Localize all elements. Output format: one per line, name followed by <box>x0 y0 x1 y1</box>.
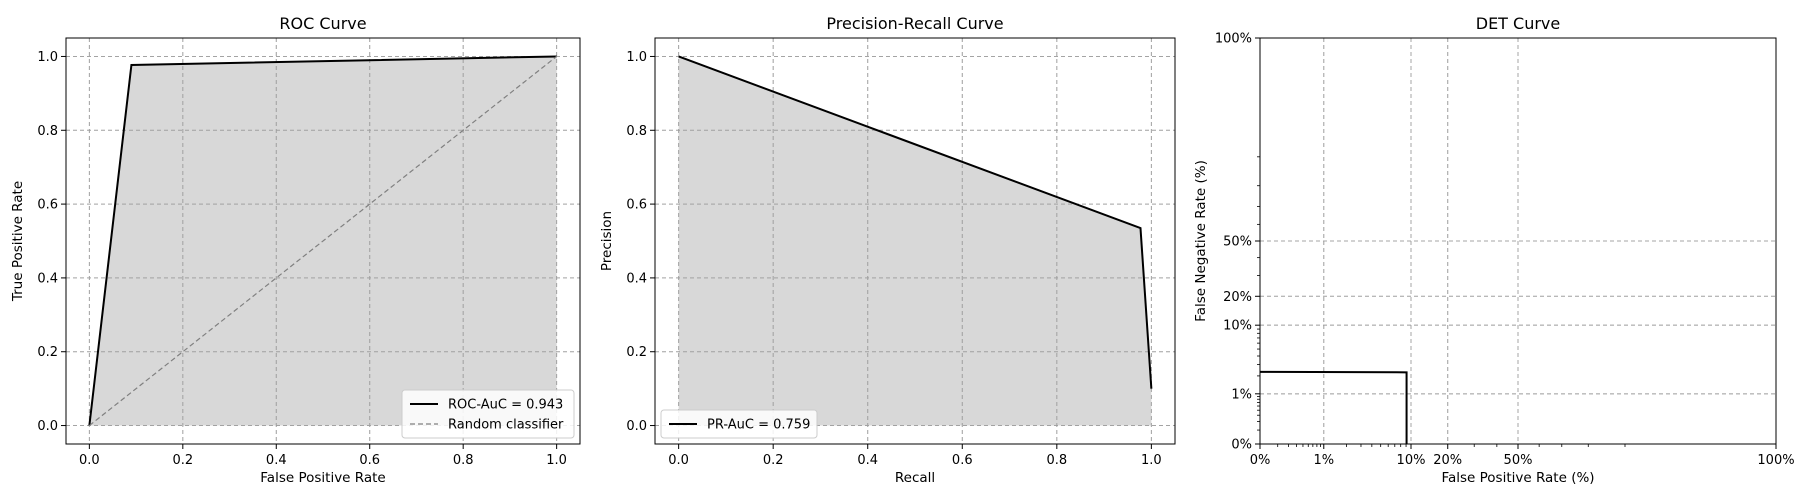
y-tick-label: 0.2 <box>626 345 647 360</box>
y-tick-label: 10% <box>1223 319 1252 334</box>
y-axis-label: True Positive Rate <box>10 181 26 302</box>
x-tick-label: 0.6 <box>359 453 380 468</box>
y-tick-label: 0.0 <box>37 419 58 434</box>
x-axis-label: False Positive Rate (%) <box>1441 470 1594 486</box>
y-axis-label: Precision <box>599 211 615 271</box>
x-tick-label: 1.0 <box>546 453 567 468</box>
x-tick-label: 0.4 <box>266 453 287 468</box>
legend: ROC-AuC = 0.943 Random classifier <box>401 389 575 439</box>
area-fill <box>678 56 1152 426</box>
chart-title: DET Curve <box>1476 14 1561 33</box>
x-tick-label: 0.6 <box>952 453 973 468</box>
x-tick-label: 0.8 <box>1046 453 1067 468</box>
x-tick-label: 1% <box>1313 453 1334 468</box>
y-tick-label: 0.4 <box>626 271 647 286</box>
x-tick-label: 0.8 <box>453 453 474 468</box>
y-tick-label: 100% <box>1215 32 1252 47</box>
y-tick-label: 1.0 <box>37 50 58 65</box>
x-tick-label: 50% <box>1504 453 1533 468</box>
legend-label: PR-AuC = 0.759 <box>707 418 810 433</box>
legend-box <box>401 389 575 439</box>
x-tick-label: 0.0 <box>79 453 100 468</box>
y-tick-label: 0.8 <box>37 124 58 139</box>
series-line <box>88 55 558 427</box>
chart-title: Precision-Recall Curve <box>826 14 1003 33</box>
y-tick-label: 1% <box>1231 387 1252 402</box>
x-tick-label: 100% <box>1757 453 1794 468</box>
y-tick-label: 0.4 <box>37 271 58 286</box>
chart-title: ROC Curve <box>279 14 366 33</box>
x-tick-label: 0.2 <box>172 453 193 468</box>
x-tick-label: 0% <box>1250 453 1271 468</box>
x-tick-label: 20% <box>1433 453 1462 468</box>
y-tick-label: 0.6 <box>37 198 58 213</box>
legend: PR-AuC = 0.759 <box>660 409 818 439</box>
legend-label: ROC-AuC = 0.943 <box>448 398 563 413</box>
y-tick-label: 0.8 <box>626 124 647 139</box>
x-tick-label: 0.4 <box>857 453 878 468</box>
y-tick-label: 0% <box>1231 438 1252 453</box>
y-tick-label: 0.2 <box>37 345 58 360</box>
y-axis-label: False Negative Rate (%) <box>1193 160 1209 322</box>
x-axis-label: False Positive Rate <box>260 470 385 486</box>
x-tick-label: 1.0 <box>1141 453 1162 468</box>
x-tick-label: 0.0 <box>668 453 689 468</box>
x-tick-label: 0.2 <box>763 453 784 468</box>
precision-recall-chart: 0.0 0.2 0.4 0.6 0.8 1.0 0.0 0.2 0.4 0.6 0.8 1.0 Prec… <box>599 14 1176 486</box>
y-tick-label: 20% <box>1223 290 1252 305</box>
y-tick-label: 1.0 <box>626 50 647 65</box>
x-tick-label: 10% <box>1397 453 1426 468</box>
y-tick-label: 0.6 <box>626 198 647 213</box>
legend-label: Random classifier <box>448 418 564 433</box>
y-tick-label: 0.0 <box>626 419 647 434</box>
plot-frame <box>65 37 581 445</box>
series-line <box>1259 370 1408 444</box>
series-line <box>88 55 557 426</box>
y-tick-label: 50% <box>1223 235 1252 250</box>
x-axis-label: Recall <box>895 470 935 486</box>
legend-box <box>660 409 818 439</box>
plot-frame <box>654 37 1176 445</box>
det-chart: 0% 1% 10% 20% 50% 100% 0% 1% 10% 20% 50% 100% DET Cu… <box>1193 14 1795 486</box>
roc-chart: 0.0 0.2 0.4 0.6 0.8 1.0 0.0 0.2 0.4 0.6 0.8 1.0 ROC … <box>10 14 581 486</box>
series-line <box>678 55 1153 389</box>
